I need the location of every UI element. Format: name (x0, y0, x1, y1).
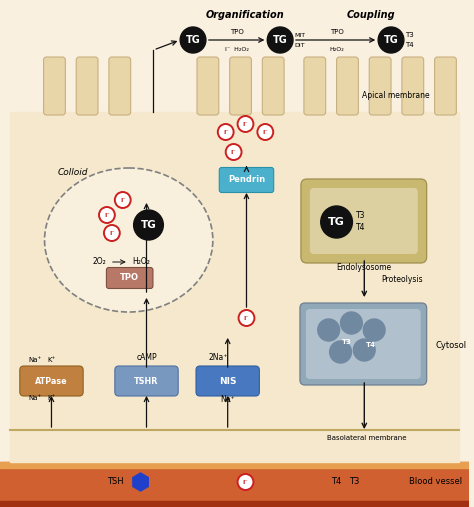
Circle shape (226, 144, 242, 160)
FancyBboxPatch shape (435, 57, 456, 115)
Text: T3: T3 (356, 211, 366, 221)
FancyBboxPatch shape (304, 57, 326, 115)
Text: T4: T4 (366, 342, 376, 348)
Text: TPO: TPO (330, 29, 344, 35)
Circle shape (180, 27, 206, 53)
Text: H₂O₂: H₂O₂ (329, 47, 344, 52)
Text: T4: T4 (405, 42, 413, 48)
Text: K⁺: K⁺ (47, 395, 55, 401)
Text: I⁻: I⁻ (244, 316, 249, 321)
Text: Na⁺: Na⁺ (28, 395, 41, 401)
Text: I⁻: I⁻ (104, 213, 109, 218)
Text: K⁺: K⁺ (47, 357, 55, 363)
Text: TG: TG (141, 220, 156, 230)
FancyBboxPatch shape (230, 57, 251, 115)
Text: Coupling: Coupling (347, 10, 395, 20)
Text: TG: TG (273, 35, 288, 45)
Bar (10, 112, 459, 462)
Ellipse shape (45, 168, 213, 312)
Circle shape (363, 319, 385, 341)
Text: TSHR: TSHR (134, 377, 159, 385)
Circle shape (218, 124, 234, 140)
Text: TG: TG (186, 35, 201, 45)
FancyBboxPatch shape (310, 188, 418, 254)
Text: Organification: Organification (206, 10, 285, 20)
Text: Colloid: Colloid (57, 168, 88, 177)
Text: 2O₂: 2O₂ (92, 258, 106, 267)
Circle shape (318, 319, 339, 341)
FancyBboxPatch shape (219, 167, 273, 193)
Text: I⁻: I⁻ (263, 130, 268, 135)
FancyBboxPatch shape (337, 57, 358, 115)
Circle shape (378, 27, 404, 53)
Text: cAMP: cAMP (136, 353, 157, 363)
Circle shape (267, 27, 293, 53)
Text: TPO: TPO (230, 29, 244, 35)
FancyBboxPatch shape (369, 57, 391, 115)
FancyBboxPatch shape (402, 57, 424, 115)
FancyBboxPatch shape (306, 309, 421, 379)
Text: Proteolysis: Proteolysis (381, 275, 423, 284)
Text: ATPase: ATPase (35, 377, 68, 385)
FancyBboxPatch shape (197, 57, 219, 115)
Text: T4: T4 (331, 478, 342, 487)
Circle shape (257, 124, 273, 140)
Circle shape (134, 210, 164, 240)
Text: Cytosol: Cytosol (436, 341, 467, 349)
Text: TG: TG (328, 217, 345, 227)
Text: T4: T4 (356, 224, 366, 233)
Text: 2Na⁺: 2Na⁺ (208, 353, 228, 363)
FancyBboxPatch shape (262, 57, 284, 115)
FancyBboxPatch shape (44, 57, 65, 115)
Text: I⁻: I⁻ (231, 150, 237, 155)
Text: T3: T3 (342, 339, 351, 345)
Text: TSH: TSH (107, 478, 124, 487)
Circle shape (354, 339, 375, 361)
Text: T3: T3 (349, 478, 360, 487)
FancyBboxPatch shape (76, 57, 98, 115)
FancyBboxPatch shape (300, 303, 427, 385)
Text: DIT: DIT (294, 43, 305, 48)
Text: I⁻: I⁻ (243, 122, 248, 127)
Text: Na⁺: Na⁺ (28, 357, 41, 363)
Circle shape (237, 474, 254, 490)
Circle shape (321, 206, 352, 238)
Text: I⁻: I⁻ (109, 231, 115, 236)
Text: Blood vessel: Blood vessel (409, 478, 462, 487)
Text: T3: T3 (405, 32, 414, 38)
Text: NIS: NIS (219, 377, 237, 385)
Circle shape (237, 116, 254, 132)
Circle shape (99, 207, 115, 223)
Text: Basolateral membrane: Basolateral membrane (327, 435, 406, 441)
Circle shape (115, 192, 131, 208)
Text: I⁻: I⁻ (243, 480, 248, 485)
Text: Apical membrane: Apical membrane (362, 91, 430, 100)
Circle shape (329, 341, 351, 363)
Text: Na⁺: Na⁺ (220, 395, 235, 405)
Circle shape (238, 310, 255, 326)
Circle shape (340, 312, 362, 334)
Text: I⁻  H₂O₂: I⁻ H₂O₂ (225, 47, 248, 52)
FancyBboxPatch shape (107, 268, 153, 288)
Bar (0, 501, 469, 507)
FancyBboxPatch shape (301, 179, 427, 263)
Circle shape (104, 225, 120, 241)
FancyBboxPatch shape (109, 57, 131, 115)
Bar (0, 462, 469, 507)
Text: TPO: TPO (120, 273, 139, 282)
Text: Pendrin: Pendrin (228, 175, 265, 185)
FancyBboxPatch shape (115, 366, 178, 396)
FancyBboxPatch shape (20, 366, 83, 396)
Text: H₂O₂: H₂O₂ (133, 258, 151, 267)
Text: I⁻: I⁻ (120, 198, 126, 203)
Bar (0, 462, 469, 468)
Text: TG: TG (383, 35, 398, 45)
Text: I⁻: I⁻ (223, 130, 228, 135)
FancyBboxPatch shape (196, 366, 259, 396)
Text: MIT: MIT (294, 32, 305, 38)
Text: Endolysosome: Endolysosome (337, 263, 392, 272)
